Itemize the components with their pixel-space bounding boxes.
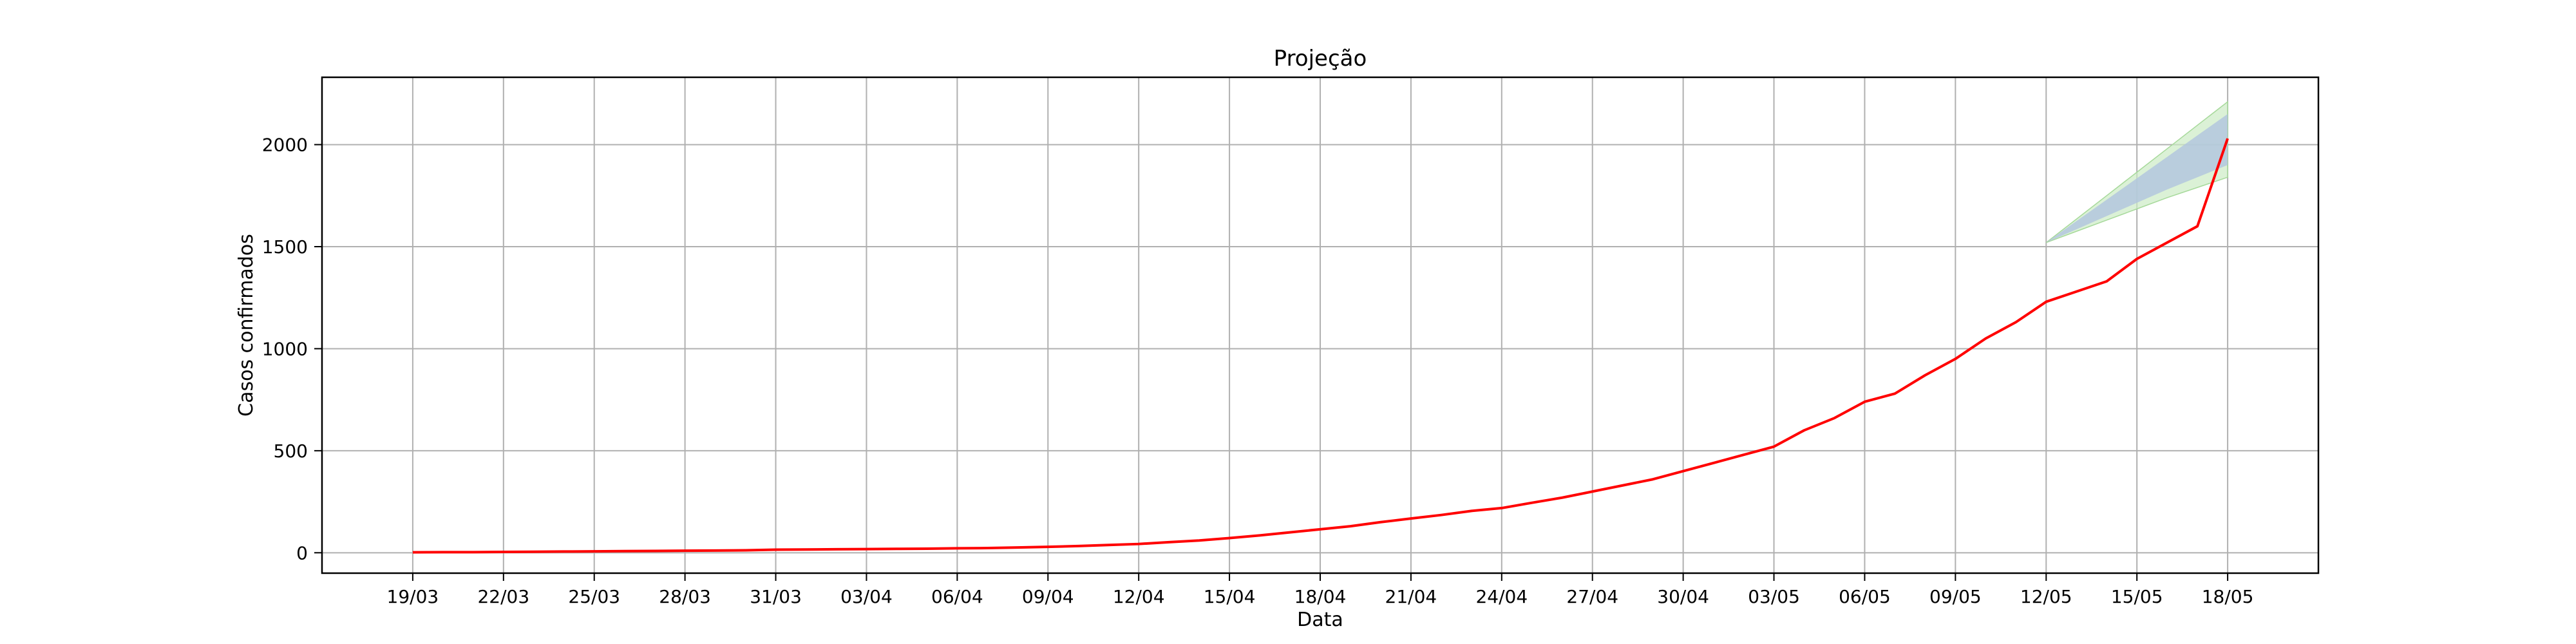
x-tick-label: 22/03 <box>477 586 529 607</box>
plot-area <box>321 76 2320 574</box>
x-tick-label: 28/03 <box>659 586 711 607</box>
y-tick-label: 2000 <box>262 135 308 156</box>
x-tick-label: 12/05 <box>2020 586 2072 607</box>
y-tick-label: 0 <box>296 542 308 564</box>
x-tick-label: 21/04 <box>1385 586 1437 607</box>
y-axis-title: Casos confirmados <box>235 234 258 417</box>
y-tick-label: 1500 <box>262 236 308 258</box>
x-tick-label: 12/04 <box>1113 586 1165 607</box>
x-tick-label: 06/05 <box>1839 586 1891 607</box>
x-tick-label: 27/04 <box>1566 586 1618 607</box>
inner-confidence-band <box>2046 114 2228 243</box>
chart-title: Projeção <box>1274 46 1367 71</box>
x-tick-label: 03/05 <box>1748 586 1800 607</box>
grid <box>322 77 2318 573</box>
series-line <box>412 138 2229 554</box>
x-tick-label: 31/03 <box>750 586 802 607</box>
x-tick-label: 15/05 <box>2111 586 2163 607</box>
x-tick-label: 06/04 <box>931 586 983 607</box>
series-lines <box>412 138 2229 554</box>
x-tick-label: 03/04 <box>840 586 893 607</box>
x-tick-label: 09/04 <box>1022 586 1074 607</box>
x-tick-label: 25/03 <box>568 586 620 607</box>
x-axis: 19/03 22/03 25/03 28/03 31/03 03/04 06/04 09/04… <box>387 573 2254 607</box>
x-tick-label: 15/04 <box>1204 586 1256 607</box>
y-tick-label: 500 <box>274 440 308 462</box>
x-axis-title: Data <box>1297 609 1343 631</box>
x-tick-label: 18/05 <box>2202 586 2254 607</box>
x-tick-label: 09/05 <box>1929 586 1982 607</box>
y-axis: 0 500 1000 1500 2000 <box>262 135 322 564</box>
x-tick-label: 24/04 <box>1475 586 1528 607</box>
x-tick-label: 19/03 <box>387 586 439 607</box>
x-tick-label: 30/04 <box>1657 586 1709 607</box>
y-tick-label: 1000 <box>262 338 308 359</box>
x-tick-label: 18/04 <box>1294 586 1347 607</box>
